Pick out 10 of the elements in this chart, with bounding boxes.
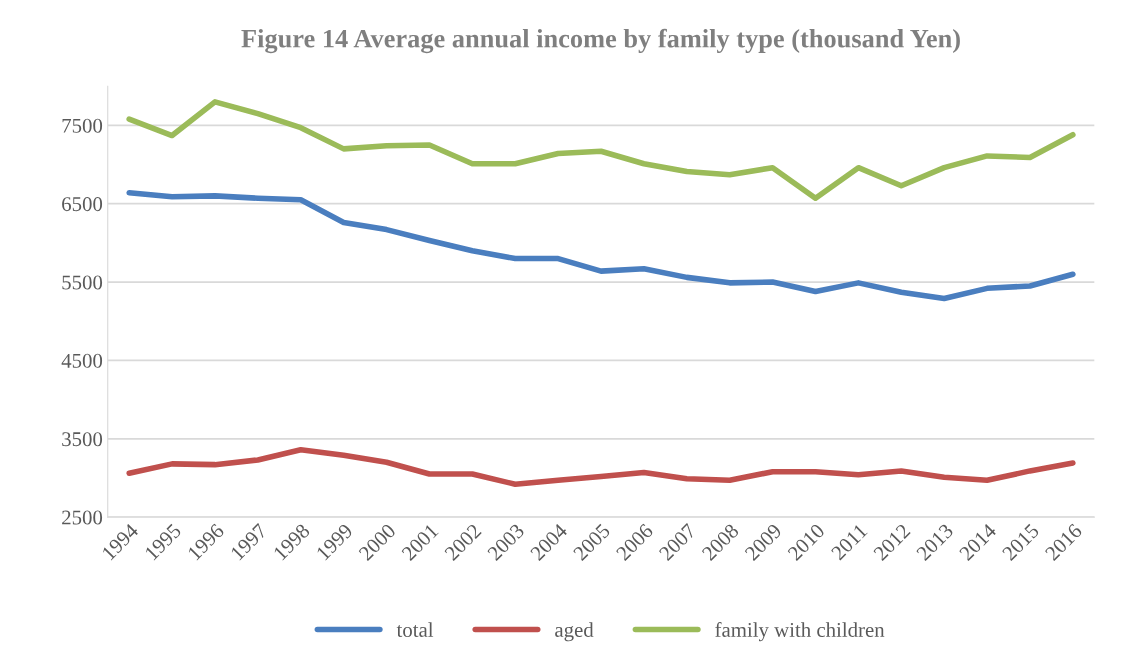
y-tick-label: 5500 <box>62 275 103 290</box>
y-tick-label: 6500 <box>62 197 103 212</box>
y-tick-label: 4500 <box>61 353 103 368</box>
legend-label: family with children <box>715 622 885 642</box>
legend-label: aged <box>555 622 594 642</box>
y-tick-label: 7500 <box>62 118 103 133</box>
legend-label: total <box>396 622 434 637</box>
chart-title: Figure 14 Average annual income by family type (thousand Yen) <box>241 28 960 54</box>
y-tick-label: 2500 <box>62 510 103 525</box>
y-tick-label: 3500 <box>62 432 103 447</box>
